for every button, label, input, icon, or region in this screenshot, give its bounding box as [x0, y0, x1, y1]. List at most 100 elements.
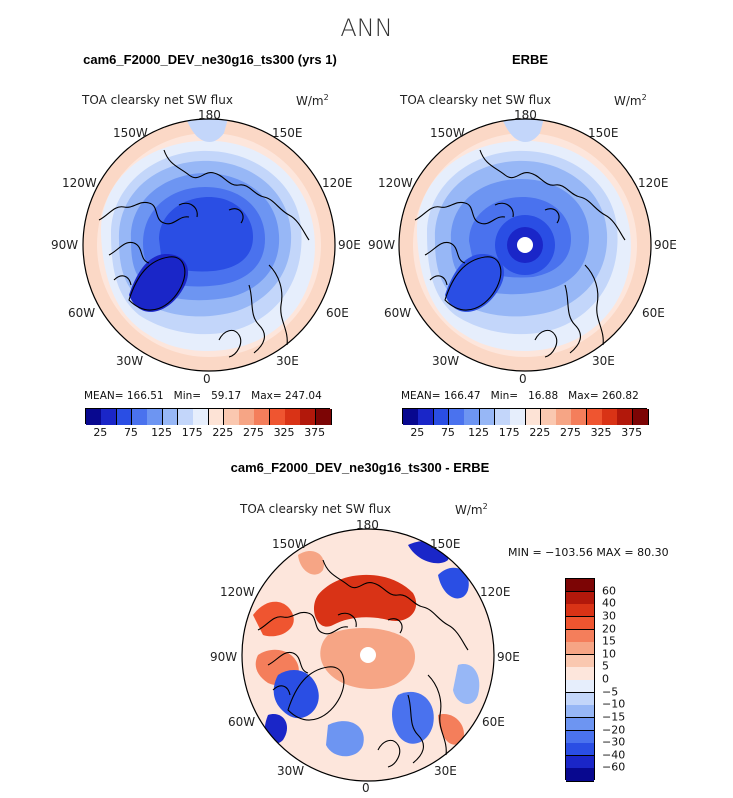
panel1-title: cam6_F2000_DEV_ne30g16_ts300 (yrs 1) — [83, 52, 337, 67]
colorbar-swatch — [494, 409, 511, 425]
panel1-lon-30w: 30W — [116, 354, 144, 368]
diff-colorbar-ticks: 60 40 30 20 15 10 5 0 −5 −10 −15 −20 −30 −40 −60 — [600, 578, 640, 780]
diff-panel-title: cam6_F2000_DEV_ne30g16_ts300 - ERBE — [230, 460, 490, 475]
colorbar-swatch — [464, 409, 481, 425]
panel2-lon-bottom: 0 — [519, 372, 527, 386]
colorbar-swatch — [566, 667, 594, 681]
panel2-coastlines — [414, 149, 626, 358]
diff-lon-30w: 30W — [277, 764, 305, 778]
colorbar-tick-label: 30 — [602, 609, 616, 623]
colorbar-swatch — [162, 409, 179, 425]
colorbar-swatch — [131, 409, 148, 425]
colorbar-tick-label: 25 — [410, 426, 425, 439]
colorbar-swatch — [208, 409, 225, 425]
colorbar-swatch — [566, 692, 594, 706]
colorbar-tick-label: 375 — [621, 426, 643, 439]
colorbar-tick-label: 325 — [590, 426, 612, 439]
diff-field-red-core — [313, 574, 417, 627]
panel2-lon-60e: 60E — [642, 306, 665, 320]
panel2-stats: MEAN= 166.47 Min= 16.88 Max= 260.82 — [401, 390, 639, 402]
diff-minmax: MIN = −103.56 MAX = 80.30 — [508, 546, 669, 559]
panel1-variable-label: TOA clearsky net SW flux — [82, 93, 233, 107]
colorbar-tick-label: 175 — [181, 426, 203, 439]
panel2-colorbar — [402, 408, 649, 425]
panel1-lon-120w: 120W — [62, 176, 97, 190]
diff-lon-top: 180 — [356, 518, 379, 532]
diff-lon-150w: 150W — [272, 537, 307, 551]
panel1-max: 247.04 — [285, 390, 322, 402]
panel2-min: 16.88 — [528, 390, 559, 402]
colorbar-swatch — [285, 409, 301, 425]
colorbar-tick-label: −15 — [602, 710, 626, 724]
colorbar-tick-label: 0 — [602, 672, 609, 686]
colorbar-swatch — [632, 409, 649, 425]
colorbar-tick-label: 125 — [151, 426, 173, 439]
colorbar-tick-label: 275 — [242, 426, 264, 439]
colorbar-tick-label: 225 — [212, 426, 234, 439]
colorbar-swatch — [566, 616, 594, 630]
panel2-max: 260.82 — [602, 390, 639, 402]
colorbar-swatch — [586, 409, 603, 425]
colorbar-tick-label: −60 — [602, 760, 626, 774]
panel1-units: W/m2 — [296, 93, 329, 108]
colorbar-swatch — [193, 409, 209, 425]
colorbar-tick-label: 175 — [498, 426, 520, 439]
panel1-colorbar — [85, 408, 332, 425]
figure-title: ANN — [340, 14, 393, 42]
diff-lon-150e: 150E — [430, 537, 461, 551]
colorbar-swatch — [566, 629, 594, 643]
colorbar-swatch — [566, 680, 594, 694]
colorbar-swatch — [566, 768, 594, 782]
colorbar-tick-label: 10 — [602, 647, 616, 661]
panel1-mean: 166.51 — [126, 390, 164, 402]
colorbar-swatch — [566, 743, 594, 757]
colorbar-tick-label: 225 — [529, 426, 551, 439]
colorbar-tick-label: −20 — [602, 723, 626, 736]
panel1-field-pacific — [184, 119, 229, 142]
colorbar-tick-label: −30 — [602, 735, 626, 749]
panel2-polar-map — [398, 118, 652, 372]
colorbar-tick-label: 125 — [468, 426, 490, 439]
diff-lon-120w: 120W — [220, 585, 255, 599]
panel2-mean: 166.47 — [443, 390, 481, 402]
panel2-field-greenland — [445, 254, 505, 312]
panel1-field-greenland — [129, 254, 189, 312]
colorbar-tick-label: 375 — [304, 426, 326, 439]
colorbar-tick-label: 275 — [559, 426, 581, 439]
panel2-pole-hole — [517, 237, 533, 253]
panel2-lon-150e: 150E — [588, 126, 619, 140]
colorbar-swatch — [147, 409, 164, 425]
panel2-lon-120e: 120E — [638, 176, 669, 190]
diff-field-blue-europe — [392, 691, 434, 744]
panel1-polar-map — [82, 118, 336, 372]
colorbar-swatch — [403, 409, 419, 425]
colorbar-swatch — [269, 409, 286, 425]
colorbar-swatch — [177, 409, 194, 425]
colorbar-tick-label: 40 — [602, 596, 616, 610]
diff-lon-30e: 30E — [434, 764, 457, 778]
colorbar-swatch — [418, 409, 435, 425]
colorbar-tick-label: 60 — [602, 584, 616, 598]
colorbar-swatch — [566, 755, 594, 769]
colorbar-tick-label: 325 — [273, 426, 295, 439]
diff-field-blue-atlantic — [326, 721, 364, 757]
colorbar-tick-label: 25 — [93, 426, 108, 439]
colorbar-tick-label: 75 — [440, 426, 455, 439]
panel2-lon-right: 90E — [654, 238, 677, 252]
colorbar-swatch — [571, 409, 588, 425]
colorbar-swatch — [540, 409, 557, 425]
panel2-units: W/m2 — [614, 93, 647, 108]
diff-colorbar — [565, 578, 595, 782]
diff-lon-right: 90E — [497, 650, 520, 664]
panel1-lon-120e: 120E — [322, 176, 353, 190]
colorbar-swatch — [433, 409, 450, 425]
colorbar-swatch — [300, 409, 317, 425]
colorbar-swatch — [566, 604, 594, 618]
diff-field-blue-e — [453, 664, 480, 705]
colorbar-swatch — [566, 717, 594, 731]
colorbar-tick-label: −5 — [602, 685, 619, 699]
colorbar-swatch — [116, 409, 133, 425]
colorbar-swatch — [254, 409, 271, 425]
colorbar-swatch — [510, 409, 526, 425]
panel1-lon-30e: 30E — [276, 354, 299, 368]
